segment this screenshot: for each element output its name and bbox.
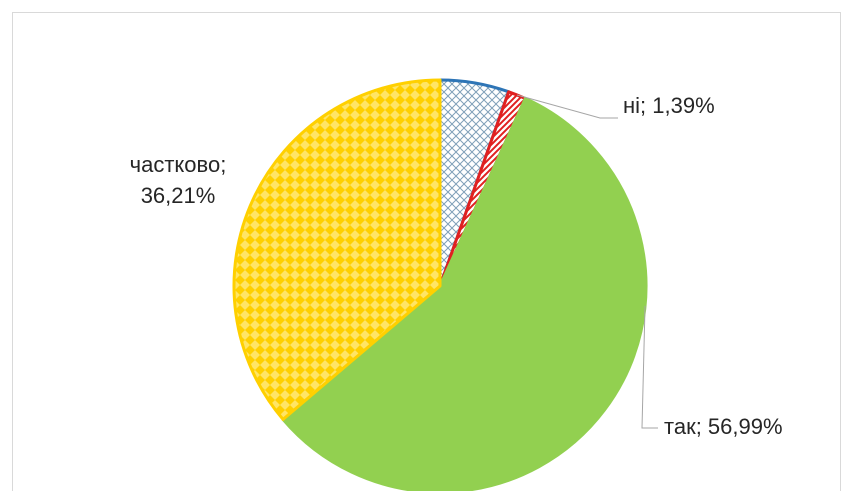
data-label-tak: так; 56,99%	[664, 414, 783, 439]
leader-line-tak	[641, 305, 658, 429]
chart-frame	[12, 12, 841, 491]
slice-chastkovo	[232, 78, 442, 421]
slice-tak	[281, 97, 648, 491]
data-label-ni: ні; 1,39%	[623, 93, 715, 118]
data-label-chastkovo-line2: 36,21%	[141, 183, 216, 208]
leader-line-ni	[516, 94, 618, 119]
data-label-chastkovo-line1: частково;	[130, 152, 227, 177]
